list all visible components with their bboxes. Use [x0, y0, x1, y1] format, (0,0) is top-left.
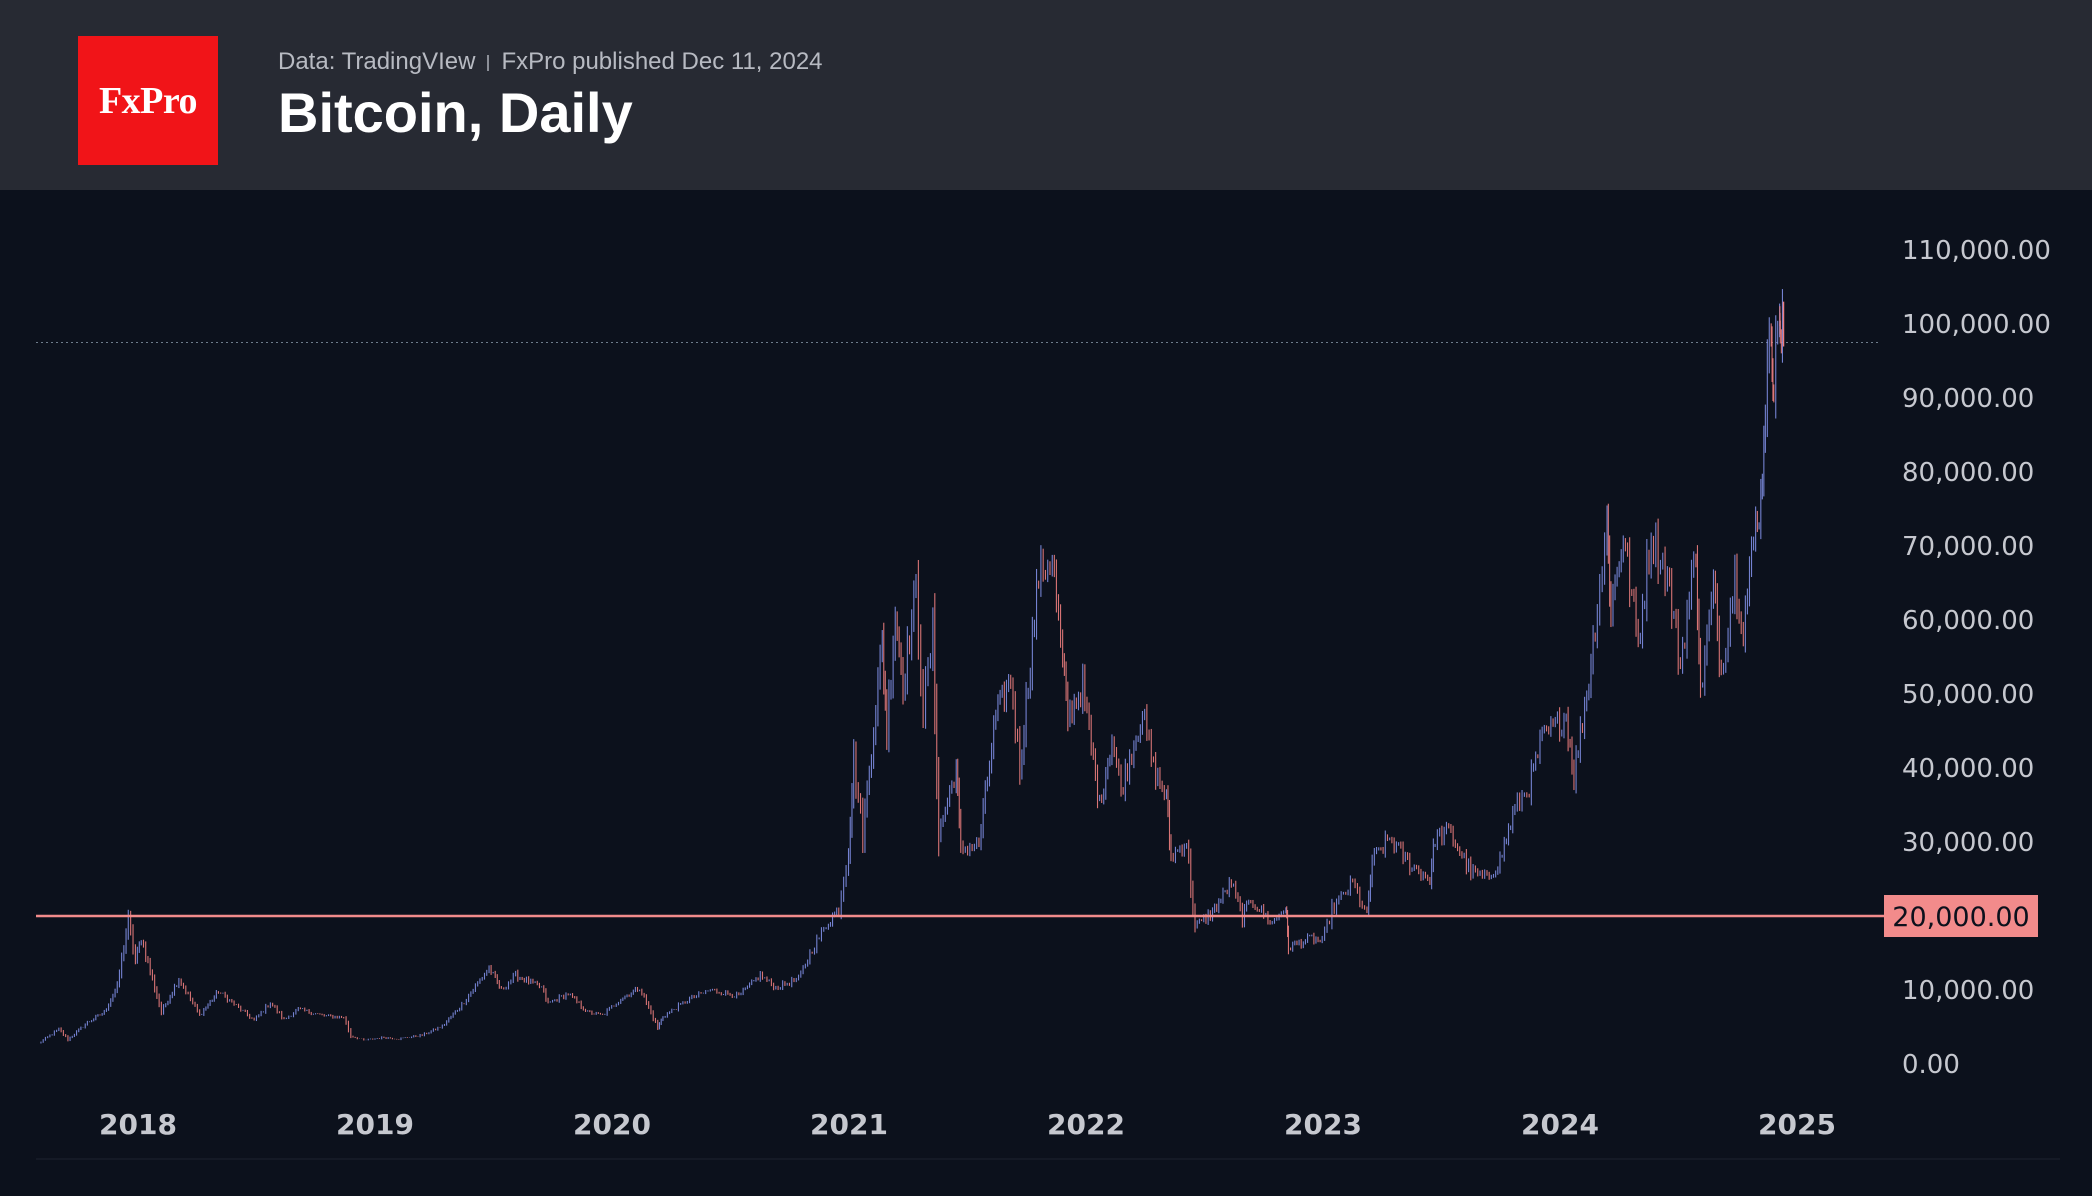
y-tick-label: 70,000.00	[1902, 532, 2034, 562]
x-tick-label: 2018	[99, 1108, 177, 1141]
y-tick-label: 90,000.00	[1902, 384, 2034, 414]
x-tick-label: 2025	[1758, 1108, 1836, 1141]
y-tick-label: 100,000.00	[1902, 310, 2051, 340]
x-tick-label: 2022	[1047, 1108, 1125, 1141]
x-tick-label: 2020	[573, 1108, 651, 1141]
x-tick-label: 2021	[810, 1108, 888, 1141]
y-tick-label: 30,000.00	[1902, 828, 2034, 858]
chart-title: Bitcoin, Daily	[278, 81, 633, 144]
chart-meta: Data: TradingVIew FxPro published Dec 11,…	[278, 48, 823, 76]
x-tick-label: 2024	[1521, 1108, 1599, 1141]
y-tick-label: 60,000.00	[1902, 606, 2034, 636]
y-tick-label: 110,000.00	[1902, 236, 2051, 266]
support-level-badge	[1884, 895, 2038, 937]
price-series	[40, 289, 1785, 1044]
y-tick-label: 80,000.00	[1902, 458, 2034, 488]
y-tick-label: 50,000.00	[1902, 680, 2034, 710]
header: FxPro Data: TradingVIew FxPro published D…	[0, 0, 2092, 190]
y-tick-label: 0.00	[1902, 1050, 1960, 1080]
fxpro-logo: FxPro	[78, 36, 218, 165]
y-tick-label: 10,000.00	[1902, 976, 2034, 1006]
publish-info: FxPro published Dec 11, 2024	[501, 48, 823, 75]
x-tick-label: 2023	[1284, 1108, 1362, 1141]
meta-separator	[487, 54, 490, 71]
data-source: Data: TradingVIew	[278, 48, 476, 75]
x-tick-label: 2019	[336, 1108, 414, 1141]
y-tick-label: 40,000.00	[1902, 754, 2034, 784]
support-level-label: 20,000.00	[1892, 902, 2029, 933]
